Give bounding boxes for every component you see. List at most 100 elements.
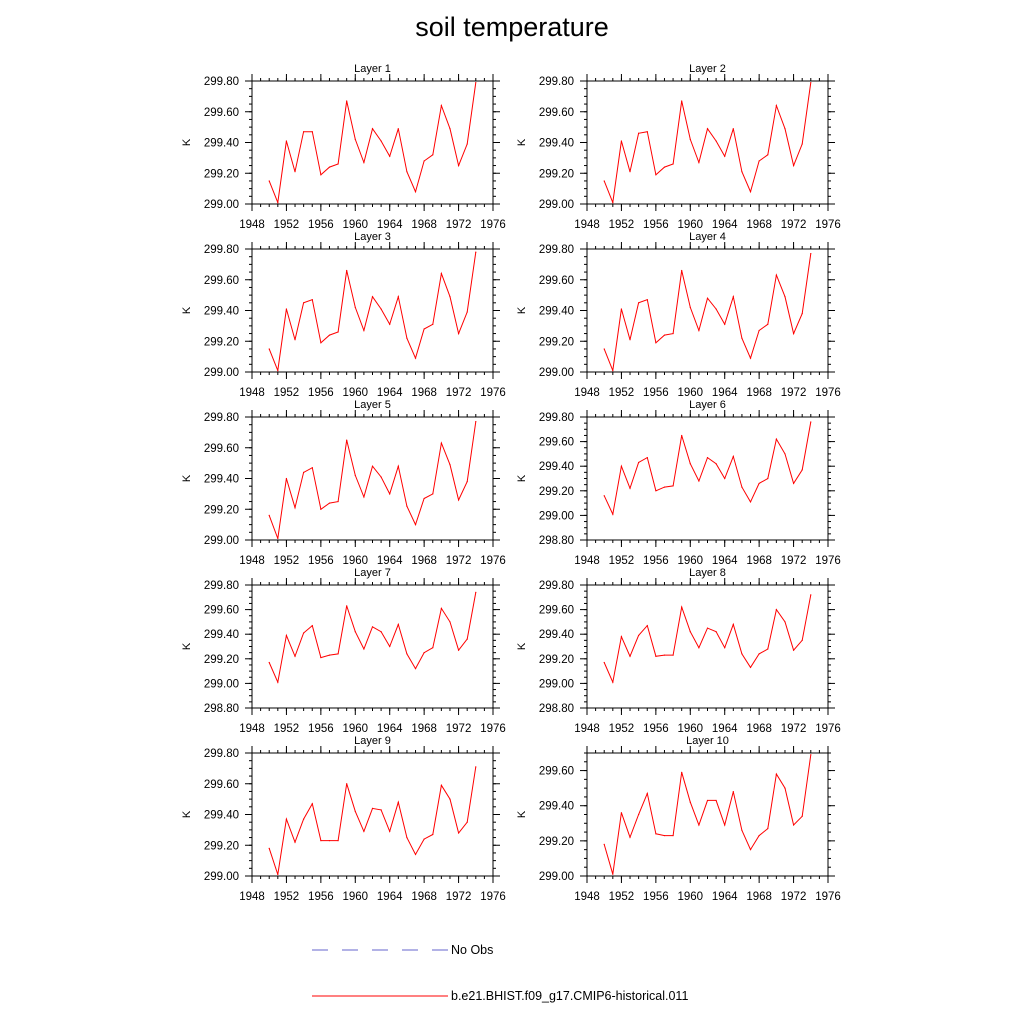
y-tick-label: 299.00 <box>204 678 239 690</box>
data-point <box>620 308 623 310</box>
y-tick-label: 299.20 <box>204 504 239 516</box>
data-point <box>268 847 270 849</box>
y-tick-label: 299.60 <box>539 275 574 287</box>
layer-panel: Layer 3 K 1948 1952 1956 1960 1964 1968 1972 1976… <box>181 231 506 399</box>
x-tick-label: 1956 <box>643 723 669 735</box>
y-axis-label: K <box>181 810 193 818</box>
y-tick-label: 299.00 <box>204 367 239 379</box>
x-tick-label: 1956 <box>308 891 334 903</box>
x-tick-label: 1976 <box>480 891 506 903</box>
data-point <box>457 832 460 834</box>
data-point <box>363 496 365 498</box>
data-point <box>612 369 614 372</box>
plot-frame <box>251 416 494 541</box>
x-tick-label: 1972 <box>781 555 807 567</box>
data-point <box>767 323 769 325</box>
x-tick-label: 1948 <box>239 555 265 567</box>
data-point <box>457 649 460 651</box>
y-tick-label: 299.20 <box>539 486 574 498</box>
x-tick-label: 1948 <box>239 891 265 903</box>
series-line <box>603 253 812 373</box>
data-point <box>792 164 795 167</box>
panel-title: Layer 10 <box>686 735 729 747</box>
data-point <box>311 131 313 133</box>
data-point <box>663 166 666 168</box>
data-point <box>706 297 709 299</box>
data-point <box>810 253 812 255</box>
data-point <box>749 191 752 193</box>
data-point <box>346 605 348 607</box>
x-tick-label: 1964 <box>377 891 403 903</box>
y-tick-label: 299.60 <box>539 107 574 119</box>
y-tick-label: 299.40 <box>539 306 574 318</box>
data-point <box>328 840 331 842</box>
data-point <box>655 174 657 176</box>
x-tick-label: 1976 <box>480 387 506 399</box>
data-point <box>320 840 322 842</box>
y-tick-label: 299.40 <box>204 810 239 822</box>
data-point <box>397 801 399 803</box>
data-point <box>603 843 605 845</box>
data-point <box>294 507 296 509</box>
data-point <box>620 140 623 142</box>
data-point <box>475 766 477 768</box>
y-tick-label: 299.00 <box>539 871 574 883</box>
data-point <box>414 853 417 856</box>
data-point <box>337 500 339 503</box>
y-tick-label: 299.20 <box>539 336 574 348</box>
y-tick-label: 299.40 <box>539 461 574 473</box>
data-point <box>603 180 605 182</box>
data-point <box>354 474 356 477</box>
data-point <box>620 465 623 467</box>
data-point <box>689 306 691 309</box>
data-point <box>457 499 460 501</box>
x-tick-label: 1952 <box>274 555 300 567</box>
x-tick-label: 1956 <box>308 723 334 735</box>
x-tick-label: 1976 <box>815 387 841 399</box>
data-point <box>328 166 331 168</box>
data-point <box>380 631 382 633</box>
data-point <box>397 128 399 130</box>
series-line <box>268 592 477 684</box>
data-point <box>612 513 614 515</box>
x-tick-label: 1952 <box>274 219 300 231</box>
data-point <box>397 623 399 625</box>
y-axis-label: K <box>181 138 193 146</box>
series-line <box>603 754 812 875</box>
data-point <box>698 329 700 332</box>
x-tick-label: 1976 <box>815 891 841 903</box>
data-point <box>303 471 305 473</box>
data-point <box>380 476 382 478</box>
x-tick-label: 1964 <box>377 555 403 567</box>
plot-frame <box>586 248 829 373</box>
y-tick-label: 298.80 <box>204 703 239 715</box>
x-tick-label: 1956 <box>308 219 334 231</box>
data-point <box>715 799 717 802</box>
data-point <box>371 626 374 628</box>
data-point <box>681 269 683 272</box>
x-tick-label: 1976 <box>815 555 841 567</box>
y-tick-label: 299.00 <box>539 199 574 211</box>
x-tick-label: 1948 <box>239 387 265 399</box>
data-point <box>792 824 795 826</box>
data-point <box>380 809 382 811</box>
y-tick-label: 299.00 <box>539 367 574 379</box>
y-tick-label: 299.80 <box>539 76 574 88</box>
series-line <box>268 766 477 875</box>
data-point <box>706 627 709 629</box>
data-point <box>406 337 408 339</box>
data-point <box>320 656 322 659</box>
data-point <box>775 274 777 276</box>
data-point <box>698 824 700 826</box>
layer-panel: Layer 2 K 1948 1952 1956 1960 1964 1968 1972 1976… <box>516 63 841 231</box>
data-point <box>354 631 356 633</box>
data-point <box>724 323 726 325</box>
panel-title: Layer 7 <box>354 567 391 579</box>
y-tick-label: 299.60 <box>204 779 239 791</box>
data-point <box>389 155 391 157</box>
plot-frame <box>251 80 494 205</box>
data-point <box>406 171 408 173</box>
data-point <box>371 807 374 809</box>
data-point <box>285 634 288 637</box>
data-point <box>741 337 743 339</box>
